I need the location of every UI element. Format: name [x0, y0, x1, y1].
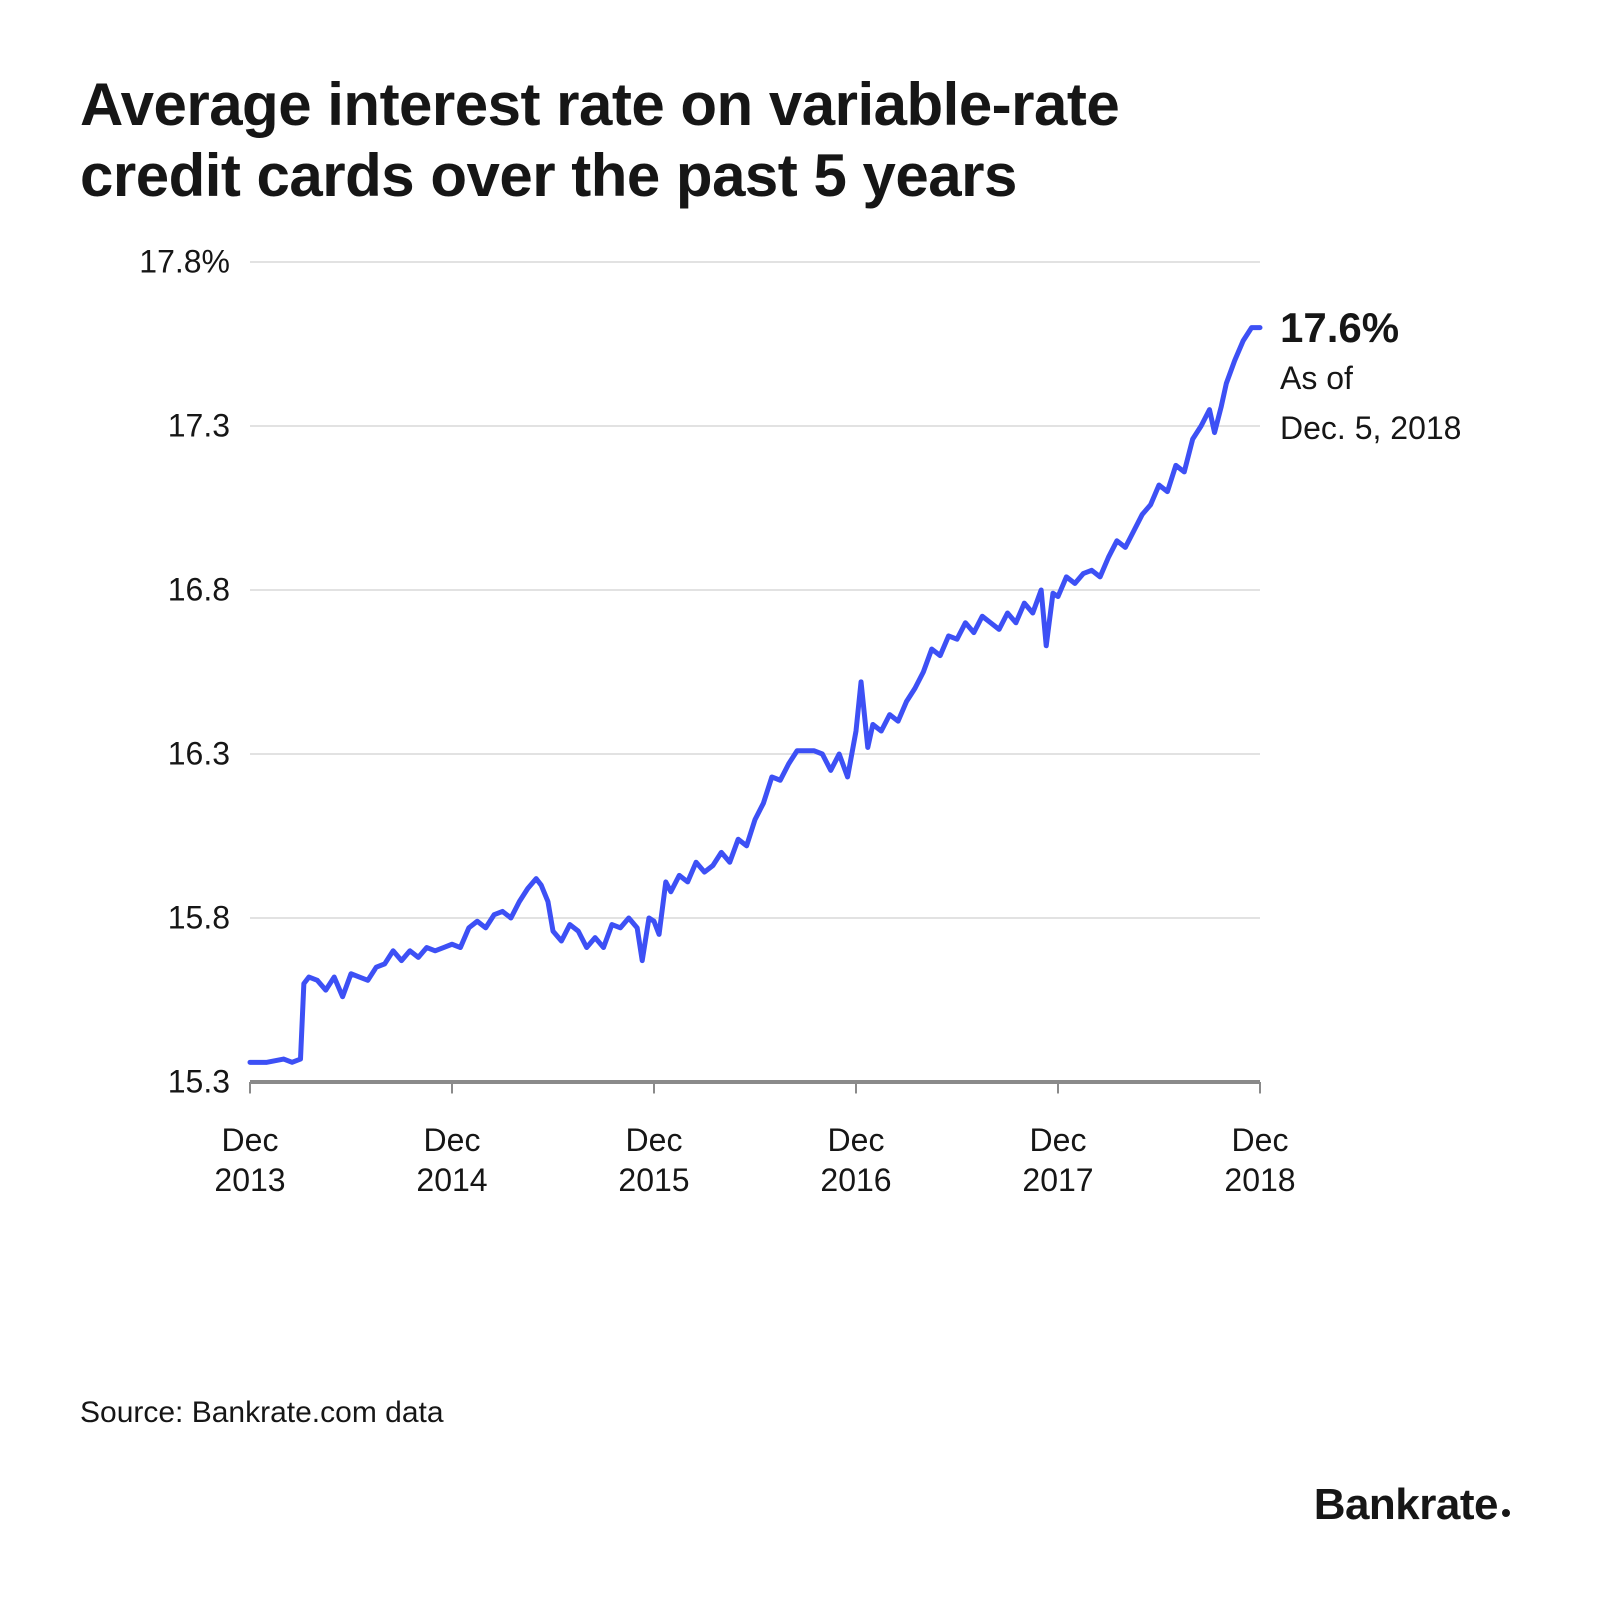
y-tick-label: 17.3 [80, 407, 230, 444]
end-callout: 17.6% As of Dec. 5, 2018 [1280, 305, 1520, 450]
chart-title: Average interest rate on variable-rate c… [80, 70, 1280, 212]
y-tick-label: 15.3 [80, 1063, 230, 1100]
y-tick-label: 16.3 [80, 735, 230, 772]
x-tick-label: Dec 2015 [618, 1120, 689, 1200]
y-tick-label: 15.8 [80, 899, 230, 936]
brand-logo: Bankrate [1314, 1480, 1510, 1530]
plot-area [250, 262, 1260, 1082]
x-axis-labels: Dec 2013Dec 2014Dec 2015Dec 2016Dec 2017… [250, 1102, 1260, 1212]
y-tick-label: 16.8 [80, 571, 230, 608]
callout-line1: As of [1280, 357, 1520, 400]
chart: 15.315.816.316.817.317.8% 17.6% As of De… [80, 262, 1520, 1212]
y-tick-label: 17.8% [80, 243, 230, 280]
brand-text: Bankrate [1314, 1480, 1498, 1529]
source-text: Source: Bankrate.com data [80, 1396, 444, 1430]
callout-value: 17.6% [1280, 305, 1520, 351]
callout-line2: Dec. 5, 2018 [1280, 407, 1520, 450]
x-tick-label: Dec 2013 [214, 1120, 285, 1200]
x-tick-label: Dec 2014 [416, 1120, 487, 1200]
x-tick-label: Dec 2018 [1224, 1120, 1295, 1200]
x-tick-label: Dec 2017 [1022, 1120, 1093, 1200]
x-tick-label: Dec 2016 [820, 1120, 891, 1200]
brand-dot-icon [1502, 1509, 1510, 1517]
